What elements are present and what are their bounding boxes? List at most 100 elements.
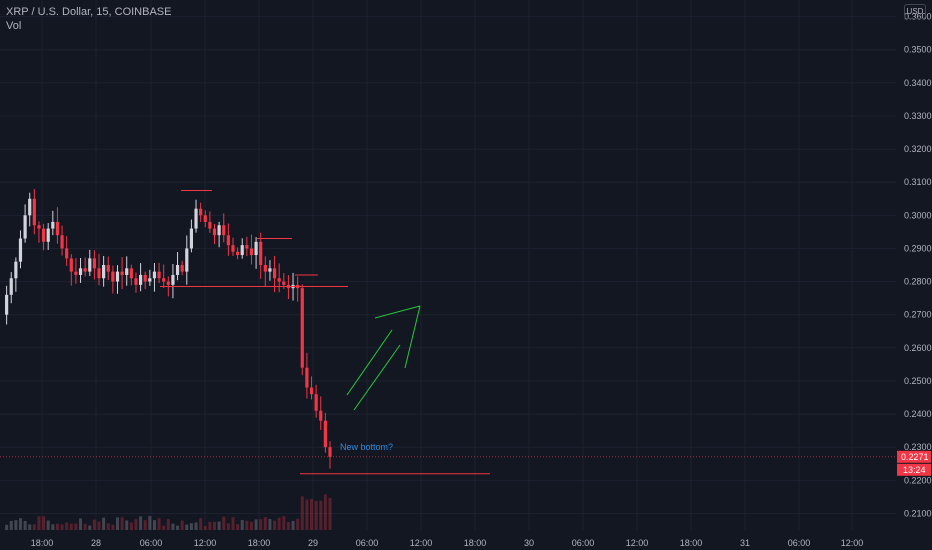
candle-body xyxy=(245,245,249,249)
candle-body xyxy=(175,265,180,275)
price-tick-label: 0.2100 xyxy=(904,508,932,518)
volume-bar xyxy=(328,497,332,530)
new-bottom-label[interactable]: New bottom? xyxy=(340,442,393,452)
volume-bar xyxy=(305,499,309,530)
volume-bar xyxy=(157,518,161,530)
volume-bar xyxy=(111,524,115,530)
volume-bar xyxy=(92,519,96,530)
volume-bar xyxy=(51,524,55,530)
price-scale[interactable]: 0.3600 0.3500 0.3400 0.3300 0.3200 0.3100 0.30… xyxy=(904,12,932,519)
volume-bar xyxy=(180,520,184,530)
volume-bar xyxy=(166,519,170,530)
chart-header: XRP / U.S. Dollar, 15, COINBASE Vol xyxy=(6,5,171,33)
candle-body xyxy=(194,208,198,229)
volume-bar xyxy=(42,516,46,530)
volume-bar xyxy=(115,517,119,530)
volume-bar xyxy=(263,517,267,530)
volume-bar xyxy=(176,525,180,530)
price-tick-label: 0.2800 xyxy=(904,277,932,287)
price-tick-label: 0.3300 xyxy=(904,111,932,121)
candle-body xyxy=(9,278,13,295)
volume-bar xyxy=(254,519,258,530)
volume-bar xyxy=(268,518,272,530)
volume-bar xyxy=(148,516,152,530)
candle-body xyxy=(199,208,203,216)
volume-indicator-label[interactable]: Vol xyxy=(6,20,22,32)
time-tick-label: 18:00 xyxy=(464,538,487,548)
candle-body xyxy=(263,265,267,272)
volume-bar xyxy=(314,500,318,530)
last-price-value: 0.2271 xyxy=(901,452,929,462)
candle-body xyxy=(254,241,258,256)
candle-body xyxy=(83,268,87,272)
volume-bar xyxy=(323,494,327,530)
candle-body xyxy=(309,387,314,395)
time-tick-label: 12:00 xyxy=(410,538,433,548)
drawing-layer[interactable] xyxy=(160,189,490,475)
volume-bar xyxy=(171,523,175,530)
volume-bar xyxy=(259,519,263,530)
candle-body xyxy=(120,271,124,275)
candle-body xyxy=(102,265,106,279)
candle-body xyxy=(171,274,175,285)
volume-bar xyxy=(55,523,59,530)
volume-bar xyxy=(185,524,189,530)
candle-body xyxy=(180,265,184,272)
price-tick-label: 0.2500 xyxy=(904,376,932,386)
candle-body xyxy=(41,228,46,242)
time-tick-label: 06:00 xyxy=(140,538,163,548)
candle-body xyxy=(249,248,254,256)
candle-body xyxy=(203,215,207,222)
symbol-title[interactable]: XRP / U.S. Dollar, 15, COINBASE xyxy=(6,6,172,18)
time-tick-label: 29 xyxy=(308,538,318,548)
price-tick-label: 0.3400 xyxy=(904,78,932,88)
candle-body xyxy=(92,258,96,269)
volume-bar xyxy=(18,518,22,530)
volume-bar xyxy=(134,519,138,530)
last-price-tag: 0.2271 13:24 xyxy=(897,450,931,476)
volume-bar xyxy=(226,523,230,530)
candle-body xyxy=(106,265,110,272)
time-scale[interactable]: 18:00 28 06:00 12:00 18:00 29 06:00 12:00 18:00 3… xyxy=(31,538,864,548)
candlestick-series xyxy=(5,188,332,469)
volume-bar xyxy=(23,521,27,530)
up-arrow-line xyxy=(353,344,401,411)
candle-body xyxy=(32,198,36,226)
price-tick-label: 0.2900 xyxy=(904,243,932,253)
candle-body xyxy=(305,367,309,388)
time-tick-label: 06:00 xyxy=(572,538,595,548)
volume-bar xyxy=(60,524,64,530)
candle-body xyxy=(314,394,318,411)
candle-body xyxy=(65,248,69,259)
volume-bar xyxy=(189,523,193,530)
volume-bar xyxy=(9,520,13,530)
candle-body xyxy=(115,271,120,282)
candle-body xyxy=(282,281,286,285)
candle-body xyxy=(162,278,166,282)
price-tick-label: 0.3000 xyxy=(904,210,932,220)
price-scale-bg[interactable] xyxy=(896,0,932,530)
currency-button[interactable]: USD xyxy=(904,4,926,19)
candle-body xyxy=(46,228,50,242)
candle-body xyxy=(18,238,23,262)
candle-body xyxy=(185,248,189,272)
volume-bar xyxy=(282,516,286,530)
volume-bar xyxy=(120,517,124,530)
volume-bar xyxy=(277,517,281,530)
volume-bar xyxy=(69,523,73,530)
volume-bar xyxy=(291,520,295,530)
time-tick-label: 30 xyxy=(524,538,534,548)
volume-bar xyxy=(194,522,198,530)
time-tick-label: 06:00 xyxy=(356,538,379,548)
volume-bar xyxy=(102,517,106,530)
candle-body xyxy=(208,221,212,229)
volume-bar xyxy=(46,520,50,530)
candle-body xyxy=(319,410,323,421)
price-tick-label: 0.3600 xyxy=(904,12,932,22)
time-tick-label: 06:00 xyxy=(788,538,811,548)
candle-body xyxy=(217,225,221,236)
price-tick-label: 0.2700 xyxy=(904,310,932,320)
volume-bar xyxy=(296,518,300,530)
volume-bar xyxy=(236,524,240,530)
